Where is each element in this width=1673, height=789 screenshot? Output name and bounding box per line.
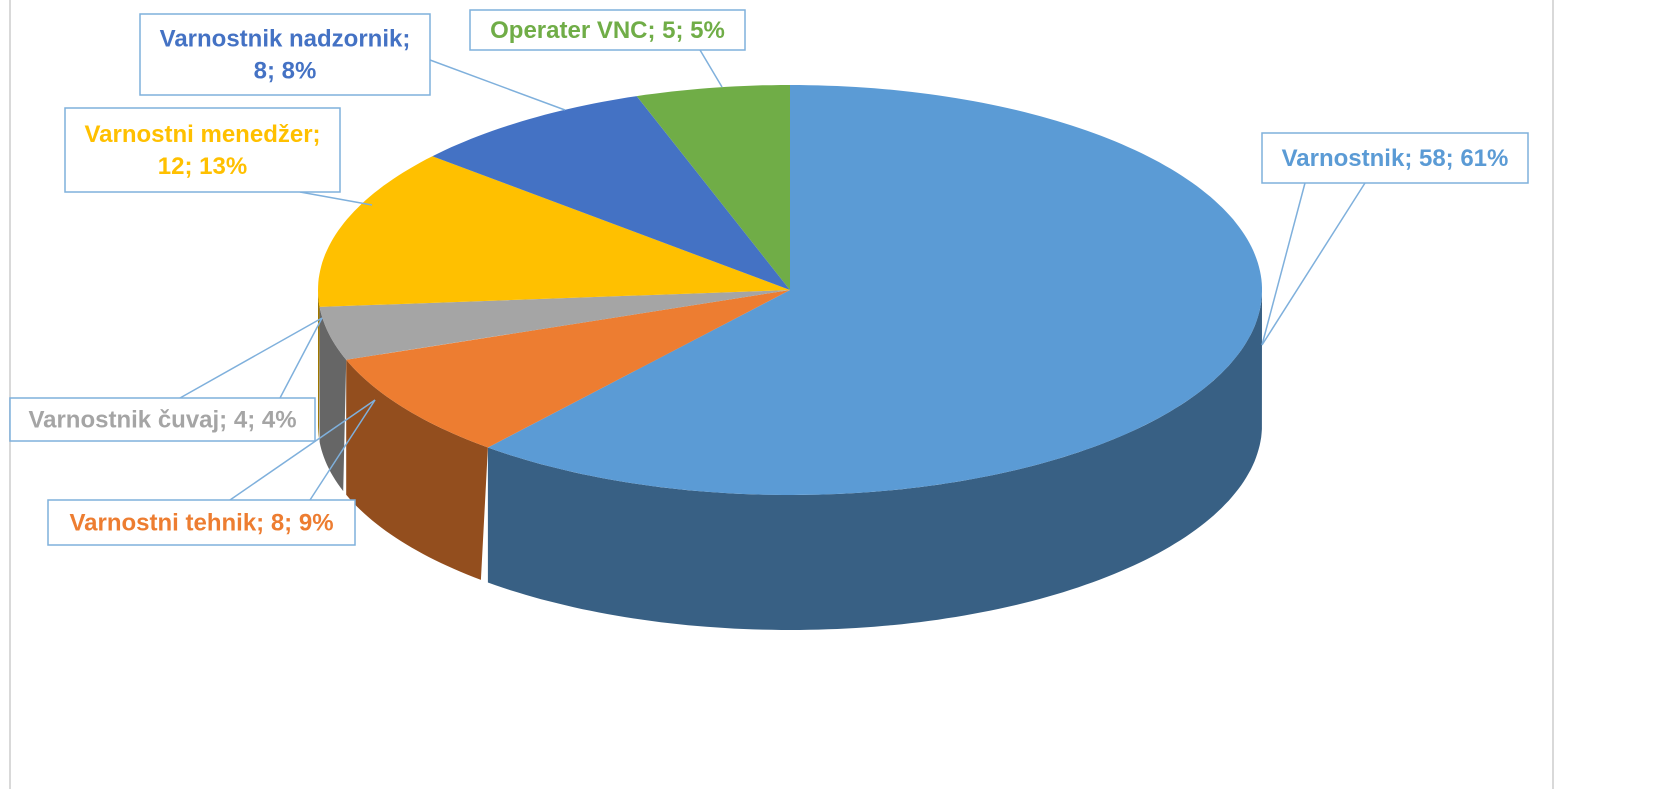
label-box (9, 397, 316, 442)
pie-slice (346, 290, 790, 448)
leader-line (229, 399, 376, 501)
pie-slice (319, 290, 790, 360)
data-label: Varnostnik čuvaj; 4; 4% (28, 407, 296, 434)
label-box (469, 9, 746, 51)
label-box (1261, 132, 1529, 184)
data-labels: Varnostnik; 58; 61% Varnostni tehnik; 8; … (9, 9, 1529, 546)
leader-line (179, 317, 323, 399)
leader-line (429, 59, 566, 111)
data-label: Varnostni tehnik; 8; 9% (69, 510, 333, 537)
label-box (139, 13, 431, 96)
leader-line (1261, 182, 1366, 346)
pie-slice (432, 96, 790, 290)
leader-line (279, 317, 323, 399)
pie-slice (487, 85, 1262, 495)
label-box (47, 499, 356, 546)
label-box (64, 107, 341, 193)
data-label: 12; 13% (158, 153, 247, 180)
leader-line (699, 49, 723, 88)
leader-line (1261, 182, 1306, 346)
pie-side (318, 290, 320, 439)
data-label: Operater VNC; 5; 5% (490, 17, 725, 44)
data-label: Varnostnik; 58; 61% (1282, 145, 1509, 172)
data-label: Varnostni menedžer; (84, 121, 320, 148)
data-label: Varnostnik nadzornik; (160, 26, 411, 53)
pie-slice (636, 85, 790, 290)
pie-tops (318, 85, 1262, 495)
leader-line (309, 399, 376, 501)
pie-sides (318, 290, 1262, 630)
leader-line (299, 191, 373, 206)
pie-slice (318, 156, 790, 307)
pie-side (319, 306, 347, 492)
pie-side (346, 359, 488, 580)
data-label: 8; 8% (254, 58, 317, 85)
pie-side (487, 290, 1262, 630)
